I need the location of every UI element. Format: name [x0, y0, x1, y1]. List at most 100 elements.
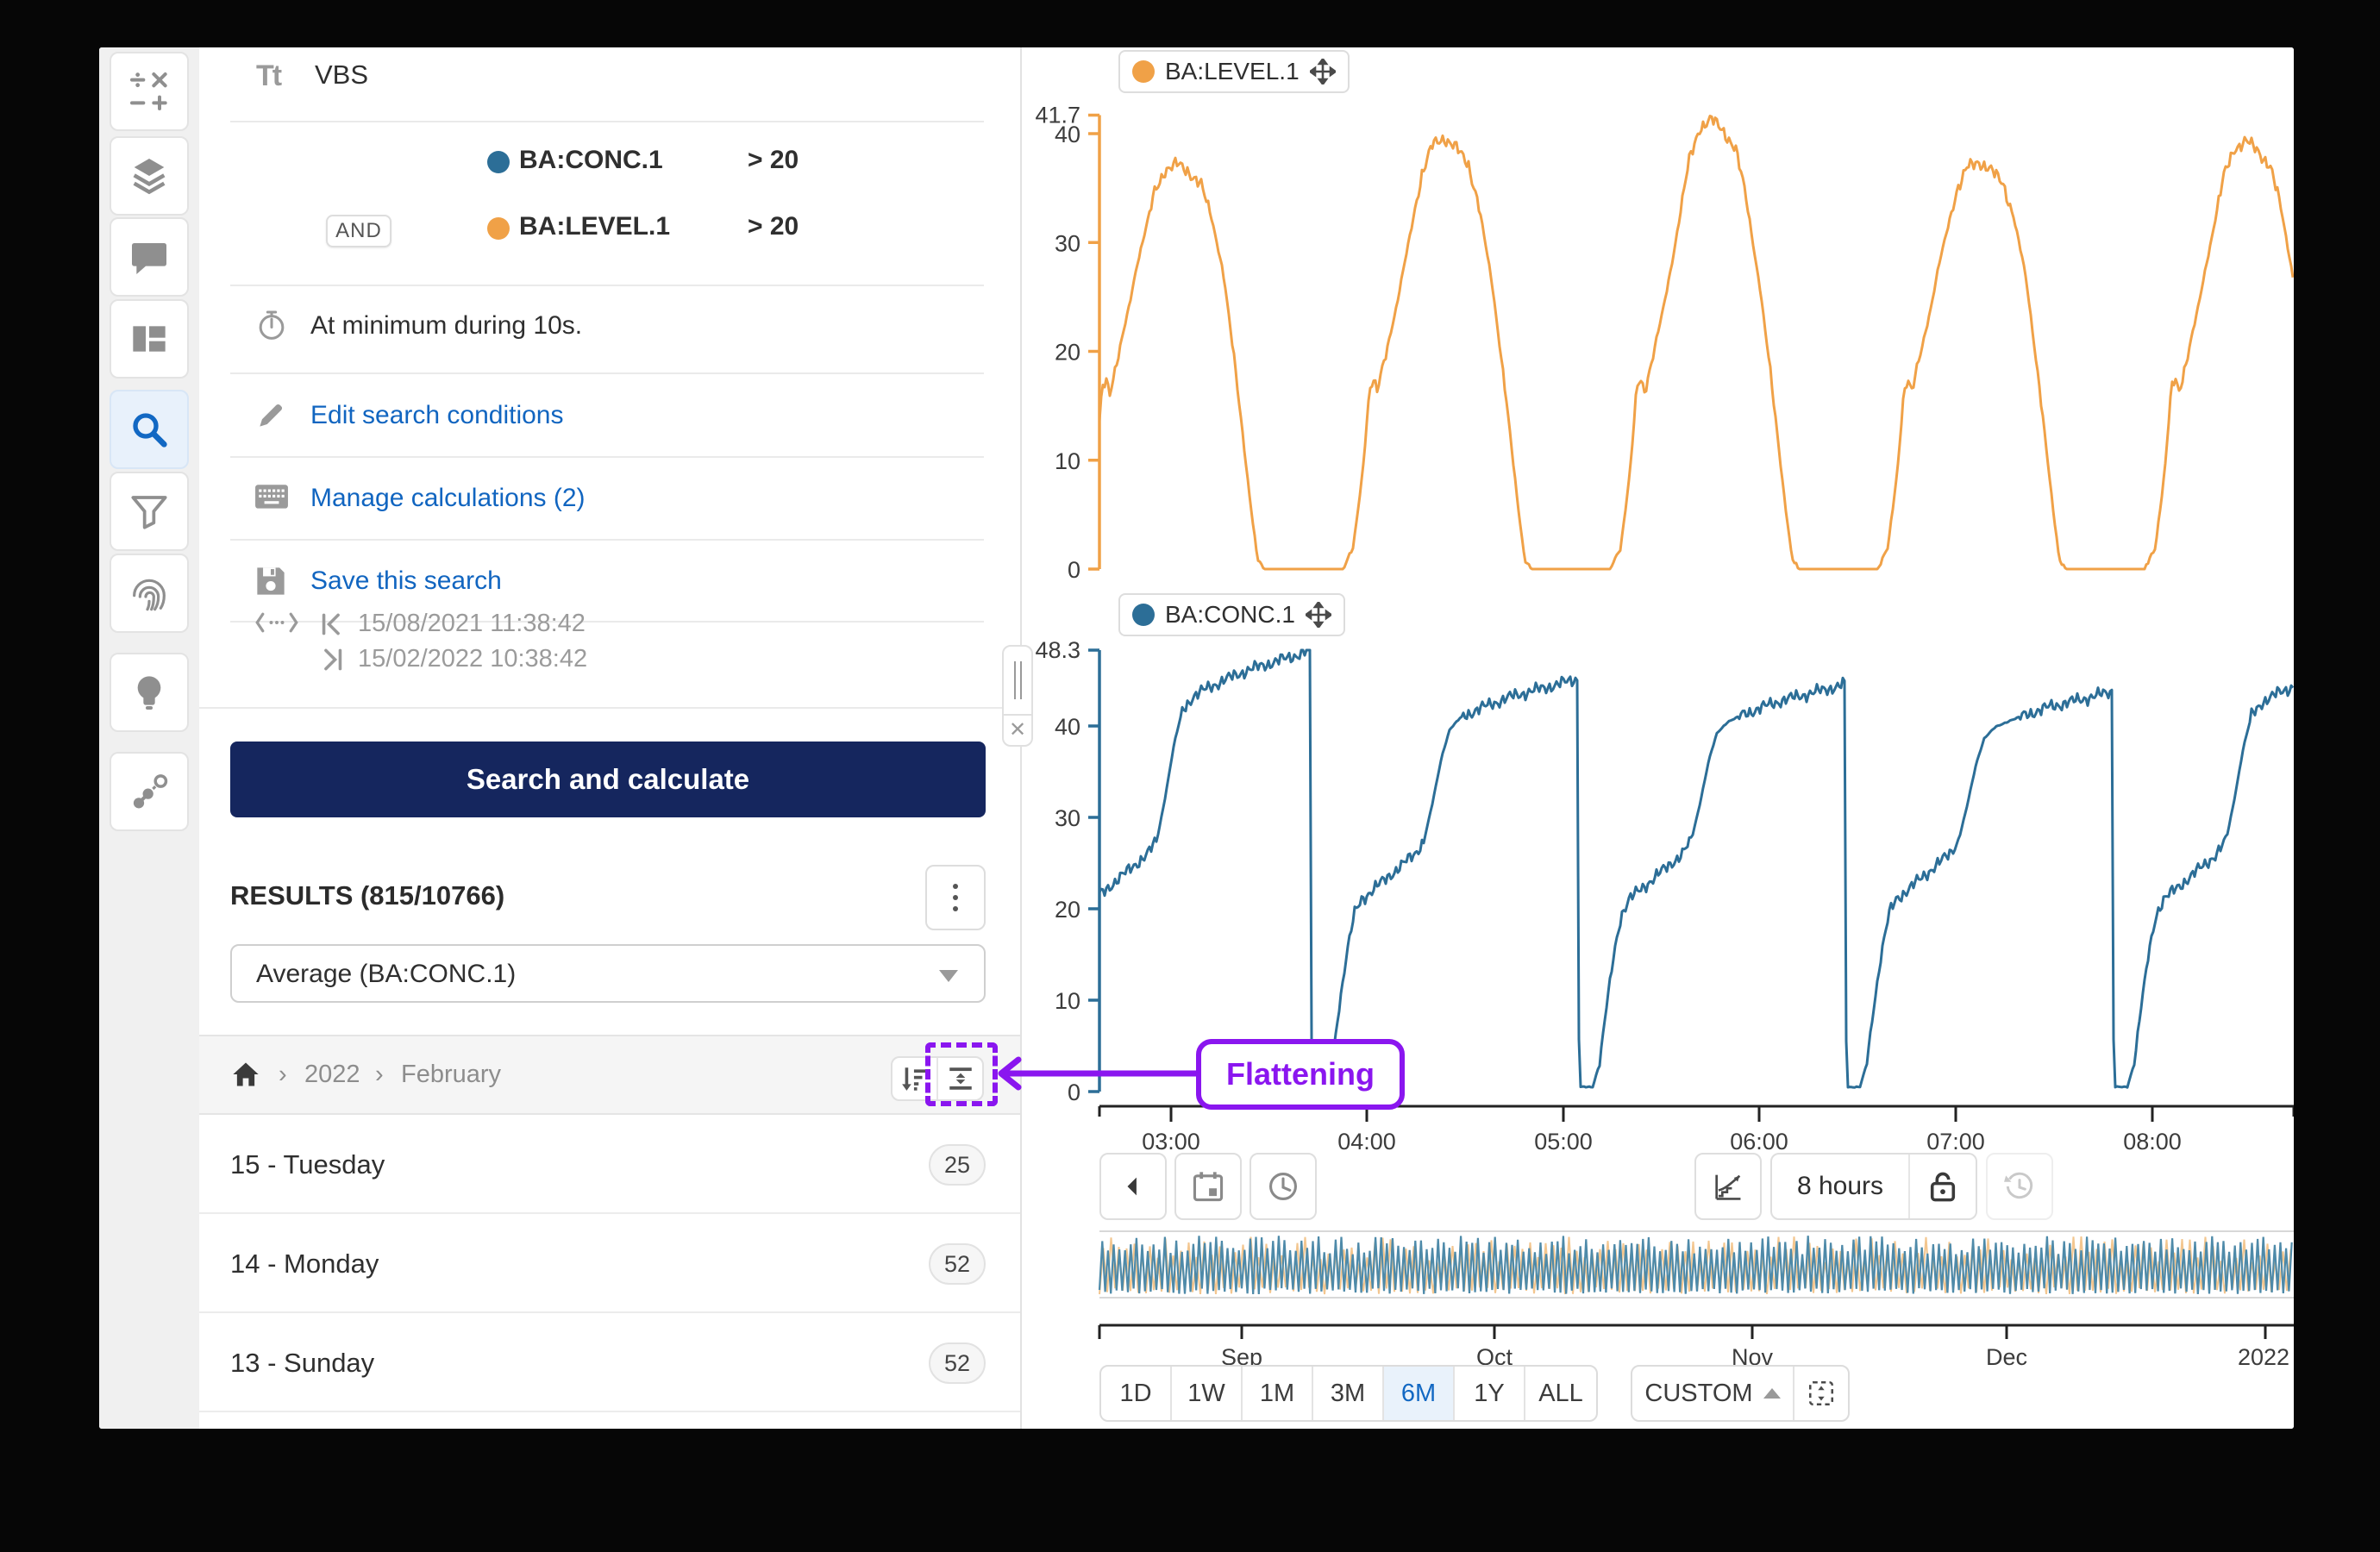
range-all-button[interactable]: ALL [1538, 1379, 1583, 1407]
svg-text:10: 10 [1055, 988, 1080, 1014]
time-of-day-button[interactable] [1250, 1153, 1317, 1220]
flattening-icon [949, 1067, 972, 1090]
divider [230, 285, 984, 286]
breadcrumb-separator: › [375, 1061, 384, 1088]
svg-text:20: 20 [1055, 897, 1080, 923]
restore-time-button[interactable] [1986, 1153, 2053, 1220]
search-icon [133, 413, 167, 447]
range-1y-button[interactable]: 1Y [1455, 1367, 1525, 1420]
skip-end-icon [324, 648, 342, 671]
text-search-icon: Tt [256, 59, 282, 92]
clock-icon [1269, 1173, 1297, 1200]
result-row[interactable]: 13 - Sunday 52 [199, 1313, 1020, 1412]
calculations-button[interactable] [110, 52, 189, 131]
result-label: 13 - Sunday [230, 1348, 375, 1378]
step-back-button[interactable] [1099, 1153, 1167, 1220]
range-1d-button[interactable]: 1D [1101, 1367, 1172, 1420]
pencil-icon [260, 404, 283, 427]
breadcrumb-2022[interactable]: 2022 [304, 1061, 360, 1088]
home-icon[interactable] [230, 1059, 261, 1090]
result-label: 14 - Monday [230, 1248, 379, 1279]
range-6m-button[interactable]: 6M [1384, 1367, 1455, 1420]
trend-steps-icon [1715, 1174, 1741, 1200]
divider [230, 621, 984, 623]
fingerprint-icon [133, 579, 166, 611]
legend-label: BA:LEVEL.1 [1165, 58, 1300, 84]
edit-search-conditions-link[interactable]: Edit search conditions [310, 401, 564, 429]
layers-icon [133, 159, 166, 195]
legend-ba-conc[interactable]: BA:CONC.1 [1118, 593, 1345, 636]
manage-calculations-link[interactable]: Manage calculations (2) [310, 484, 586, 512]
lightbulb-icon [137, 676, 161, 710]
annotation-label-box: Flattening [1196, 1039, 1405, 1110]
history-icon [2004, 1172, 2033, 1199]
filter-button[interactable] [110, 472, 189, 551]
save-this-search-link[interactable]: Save this search [310, 566, 502, 595]
fingerprint-button[interactable] [110, 554, 189, 633]
aggregation-dropdown[interactable]: Average (BA:CONC.1) [230, 944, 986, 1003]
condition-row[interactable]: BA:LEVEL.1 > 20 [199, 212, 1022, 247]
view-duration-control: 8 hours [1770, 1153, 1977, 1220]
chart-panel[interactable]: 41.7 40 30 20 10 0 48.3 40 30 20 10 0 03:00 04:00 05:0… [1022, 47, 2294, 1429]
svg-text:05:00: 05:00 [1534, 1129, 1593, 1155]
comment-icon [132, 243, 166, 274]
custom-label: CUSTOM [1644, 1379, 1753, 1407]
move-icon[interactable] [1309, 59, 1336, 84]
custom-range-button[interactable]: CUSTOM [1632, 1367, 1794, 1420]
move-icon[interactable] [1305, 602, 1331, 628]
sort-desc-icon [901, 1067, 926, 1091]
and-operator-chip[interactable]: AND [326, 215, 391, 247]
duration-value[interactable]: 8 hours [1772, 1155, 1910, 1218]
time-range-presets: 1D 1W 1M 3M 6M 1Y ALL [1099, 1365, 1598, 1422]
result-count-badge: 25 [929, 1144, 986, 1186]
time-range-icon [255, 612, 298, 633]
legend-label: BA:CONC.1 [1165, 601, 1295, 628]
stopwatch-icon [259, 310, 285, 340]
result-row[interactable]: 15 - Tuesday 25 [199, 1115, 1020, 1214]
splitter-grip[interactable] [1004, 647, 1031, 716]
context-button[interactable] [110, 752, 189, 831]
svg-text:41.7: 41.7 [1035, 103, 1080, 128]
divider [230, 372, 984, 374]
flattening-button[interactable] [938, 1058, 982, 1099]
custom-range-control: CUSTOM [1631, 1365, 1850, 1422]
aggregation-value: Average (BA:CONC.1) [256, 960, 517, 988]
range-1m-button[interactable]: 1M [1243, 1367, 1313, 1420]
ideas-button[interactable] [110, 653, 189, 732]
trend-compare-button[interactable] [1694, 1153, 1762, 1220]
svg-text:2022: 2022 [2238, 1344, 2289, 1370]
breadcrumb-separator: › [279, 1061, 287, 1088]
fit-view-button[interactable] [1794, 1367, 1848, 1420]
series-dot-orange [1132, 60, 1155, 83]
svg-text:40: 40 [1055, 122, 1080, 147]
dashboards-button[interactable] [110, 299, 189, 379]
sort-button[interactable] [892, 1058, 938, 1099]
legend-ba-level[interactable]: BA:LEVEL.1 [1118, 50, 1350, 93]
range-1w-button[interactable]: 1W [1172, 1367, 1243, 1420]
condition-row[interactable]: BA:CONC.1 > 20 [199, 146, 1022, 180]
breadcrumb-february[interactable]: February [401, 1061, 502, 1088]
search-button-active[interactable] [110, 390, 189, 469]
search-and-calculate-button[interactable]: Search and calculate [230, 742, 986, 817]
layers-button[interactable] [110, 136, 189, 216]
results-menu-button[interactable] [925, 865, 986, 930]
collapse-panel-button[interactable]: ✕ [1008, 717, 1027, 742]
svg-text:0: 0 [1068, 557, 1080, 583]
lock-duration-button[interactable] [1910, 1155, 1976, 1218]
condition-tag: BA:LEVEL.1 [519, 212, 671, 241]
result-label: 15 - Tuesday [230, 1149, 385, 1180]
left-icon-rail [99, 47, 199, 1429]
divider [230, 121, 984, 122]
calendar-button[interactable] [1174, 1153, 1242, 1220]
duration-text: At minimum during 10s. [310, 311, 583, 340]
result-row[interactable]: 14 - Monday 52 [199, 1214, 1020, 1313]
unlock-icon [1930, 1172, 1956, 1202]
filter-icon [131, 496, 167, 529]
comments-button[interactable] [110, 217, 189, 297]
breadcrumb-bar: › 2022 › February [199, 1035, 1020, 1115]
range-3m-button[interactable]: 3M [1313, 1367, 1384, 1420]
save-icon [257, 567, 285, 595]
app-window: Tt VBS BA:CONC.1 > 20 AND BA:LEVEL.1 > 2… [99, 47, 2294, 1429]
divider [199, 707, 1020, 709]
panel-splitter[interactable]: ✕ [1002, 645, 1033, 747]
